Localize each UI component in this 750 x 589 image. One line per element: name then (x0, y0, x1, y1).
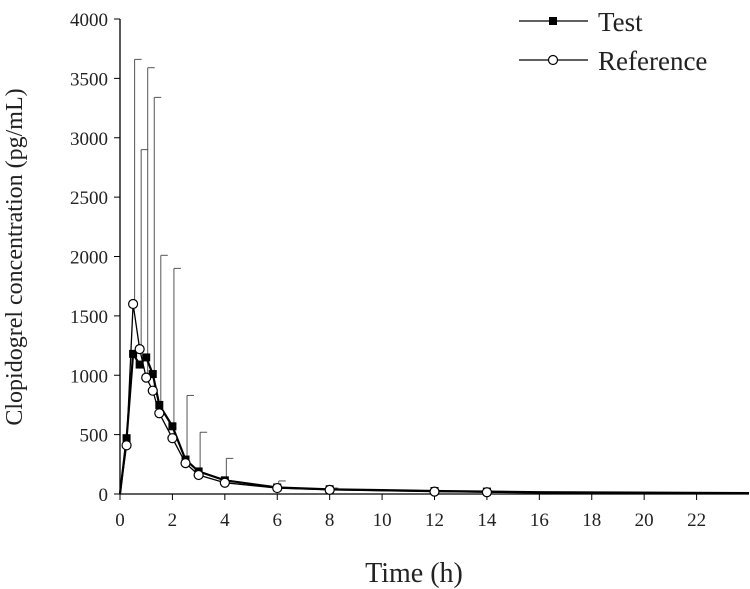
data-point-reference (134, 344, 145, 355)
x-tick-label: 12 (425, 510, 444, 531)
x-tick-label: 2 (168, 510, 178, 531)
data-point-test (129, 349, 138, 358)
x-tick-label: 10 (373, 510, 392, 531)
y-tick-label: 4000 (70, 10, 108, 31)
legend: Test Reference (519, 7, 707, 76)
data-point-test (122, 434, 131, 443)
y-tick-label: 3500 (70, 69, 108, 90)
x-tick-label: 14 (477, 510, 497, 531)
x-tick-label: 6 (273, 510, 283, 531)
x-tick-label: 18 (582, 510, 601, 531)
x-tick-label: 20 (635, 510, 654, 531)
data-point-test (168, 422, 177, 431)
series-lines (118, 303, 750, 495)
y-tick-label: 2000 (70, 248, 108, 269)
data-point-reference (154, 408, 165, 419)
legend-label-test: Test (598, 7, 643, 37)
y-tick-label: 500 (80, 426, 109, 447)
y-tick-label: 1000 (70, 366, 108, 387)
error-bars (134, 58, 496, 493)
y-tick-label: 0 (99, 485, 109, 506)
data-point-reference (219, 477, 230, 488)
series-markers (121, 298, 493, 498)
x-axis-ticks: 0 2 4 6 8 10 12 14 16 18 20 22 (115, 494, 706, 531)
y-tick-label: 3000 (70, 129, 108, 150)
data-point-reference (128, 298, 139, 310)
x-tick-label: 0 (115, 510, 125, 531)
series-line-test (118, 350, 750, 495)
data-point-reference (272, 482, 283, 494)
y-axis-label: Clopidogrel concentration (pg/mL) (2, 88, 28, 425)
axes (119, 19, 749, 495)
x-tick-label: 8 (325, 510, 335, 531)
data-point-reference (193, 469, 204, 481)
y-tick-label: 2500 (70, 188, 108, 209)
data-point-test (135, 360, 144, 369)
x-tick-label: 22 (687, 510, 706, 531)
x-axis-label: Time (h) (365, 558, 463, 589)
data-point-reference (121, 440, 132, 451)
legend-marker-test (549, 17, 557, 25)
data-point-reference (481, 487, 493, 498)
x-tick-label: 4 (220, 510, 230, 531)
x-tick-label: 16 (530, 510, 549, 531)
y-axis-ticks: 0 500 1000 1500 2000 2500 3000 3500 4000 (70, 10, 120, 506)
legend-marker-reference (547, 54, 559, 66)
data-point-reference (180, 458, 191, 469)
data-point-test (148, 370, 157, 379)
legend-label-reference: Reference (598, 46, 707, 76)
data-point-reference (147, 385, 158, 396)
series-line-reference (119, 303, 750, 495)
data-point-reference (324, 484, 335, 495)
data-point-reference (167, 433, 178, 444)
y-tick-label: 1500 (70, 307, 108, 328)
data-point-reference (141, 372, 152, 383)
data-point-reference (429, 486, 440, 497)
data-point-test (155, 400, 164, 409)
data-point-test (142, 353, 151, 362)
